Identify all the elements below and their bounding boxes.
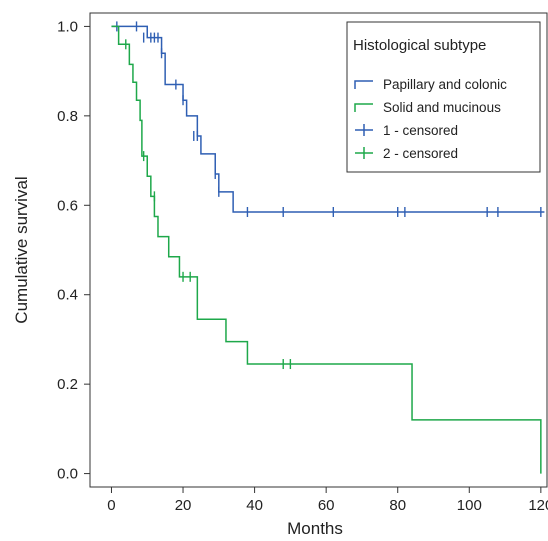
y-tick-label: 0.2 xyxy=(57,376,78,393)
x-tick-label: 100 xyxy=(457,497,482,514)
legend-entry-label: 1 - censored xyxy=(383,123,458,138)
x-tick-label: 80 xyxy=(389,497,406,514)
legend-title: Histological subtype xyxy=(353,37,486,54)
y-axis-label: Cumulative survival xyxy=(12,176,31,323)
legend: Histological subtype Papillary and colon… xyxy=(346,21,541,173)
x-tick-label: 20 xyxy=(175,497,192,514)
legend-entries: Papillary and colonic Solid and mucinous 1… xyxy=(354,77,507,161)
axis-ticks: 0 20 40 60 80 100 120 0.0 0.2 0.4 0.6 0.8 1.0 xyxy=(57,18,548,514)
x-tick-label: 120 xyxy=(528,497,548,514)
y-tick-label: 1.0 xyxy=(57,18,78,35)
legend-line-swatch xyxy=(354,80,373,89)
legend-entry-label: 2 - censored xyxy=(383,146,458,161)
x-axis-label: Months xyxy=(287,519,343,538)
legend-line-swatch xyxy=(354,103,373,112)
x-tick-label: 0 xyxy=(107,497,115,514)
y-tick-label: 0.6 xyxy=(57,197,78,214)
x-tick-label: 40 xyxy=(246,497,263,514)
y-tick-label: 0.0 xyxy=(57,466,78,483)
legend-box xyxy=(346,21,541,173)
legend-entry-label: Solid and mucinous xyxy=(383,100,501,115)
x-tick-label: 60 xyxy=(318,497,335,514)
y-tick-label: 0.4 xyxy=(57,287,78,304)
survival-curve-2 xyxy=(111,25,542,474)
legend-entry-label: Papillary and colonic xyxy=(383,77,507,92)
y-tick-label: 0.8 xyxy=(57,108,78,125)
plot-frame xyxy=(89,12,548,488)
plot-border xyxy=(89,12,548,488)
series-layer xyxy=(111,21,545,474)
